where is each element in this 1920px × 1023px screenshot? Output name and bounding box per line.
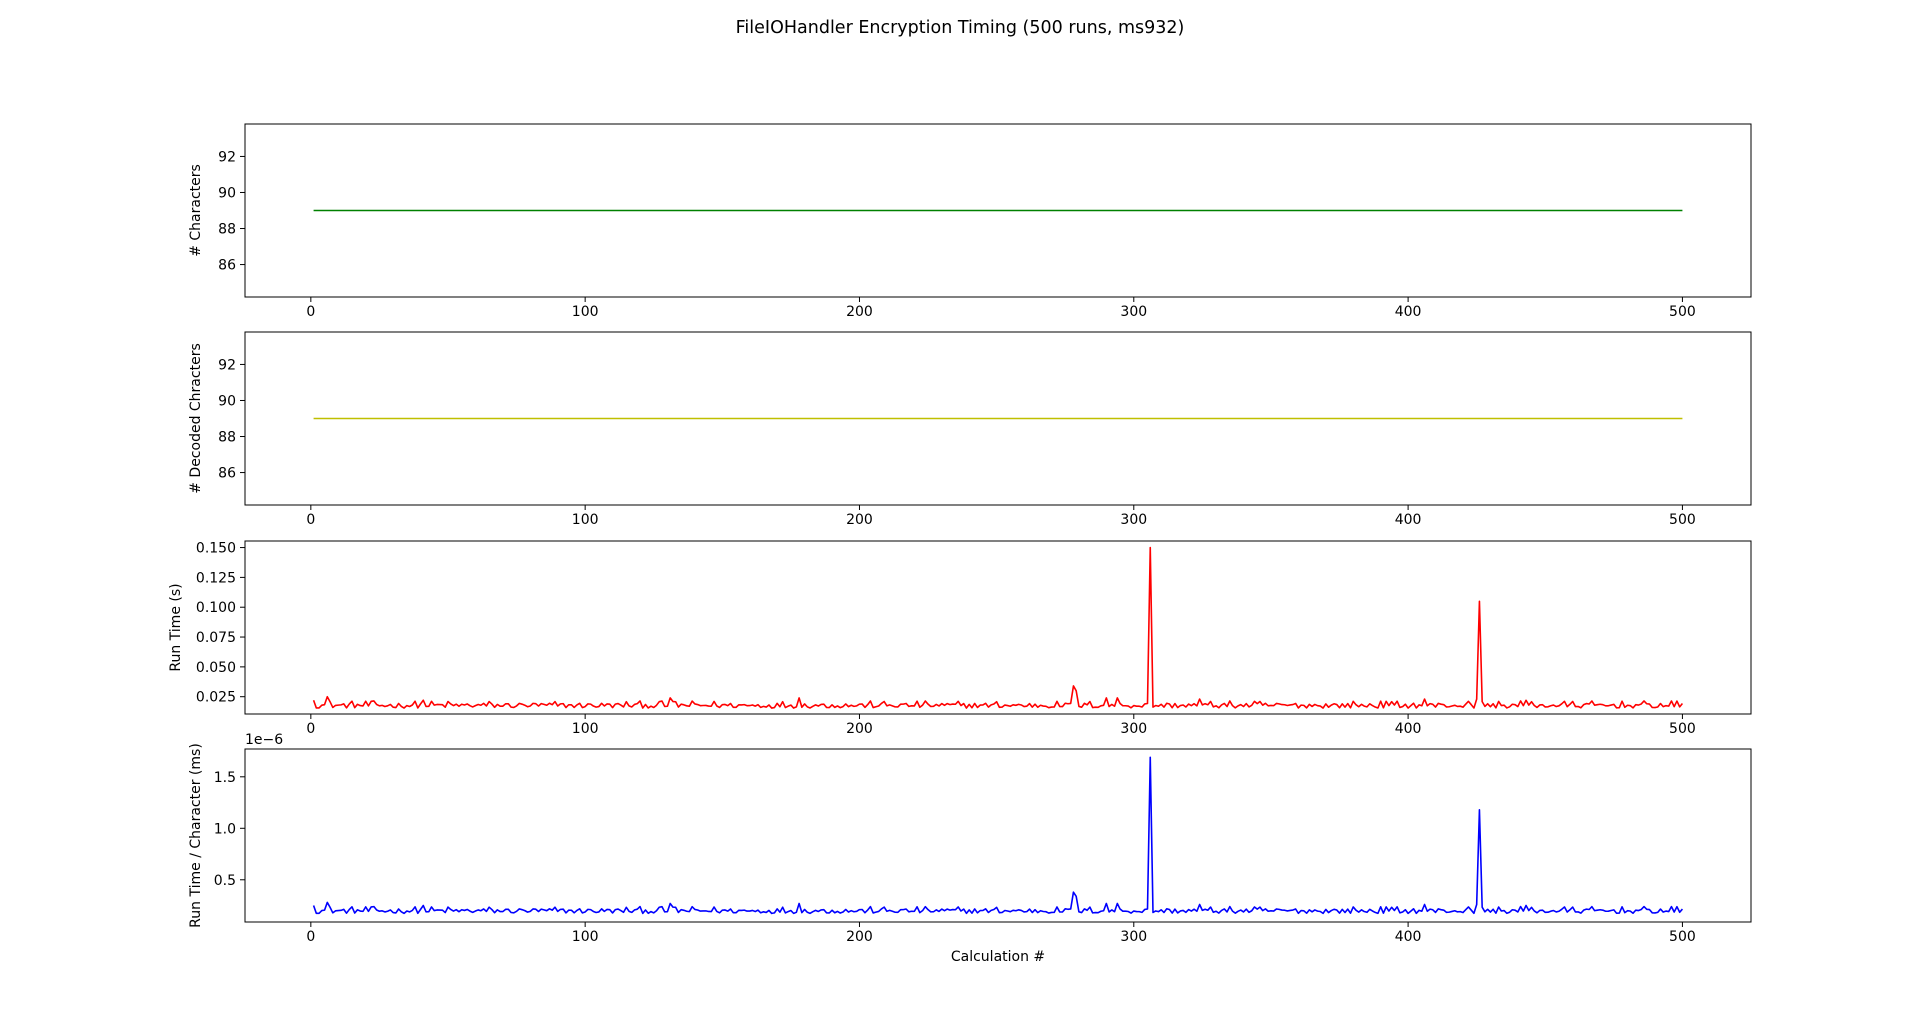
subplot-3-x-tick-label: 400 — [1395, 721, 1422, 737]
figure-title: FileIOHandler Encryption Timing (500 run… — [735, 18, 1185, 38]
subplot-4-offset-text: 1e−6 — [245, 732, 283, 748]
subplot-3-x-tick-label: 0 — [306, 721, 315, 737]
subplot-2-x-tick-label: 0 — [306, 512, 315, 528]
subplot-4-x-axis-label: Calculation # — [951, 949, 1045, 965]
subplot-3-frame — [244, 540, 1752, 715]
subplot-3-y-axis-label: Run Time (s) — [168, 583, 184, 671]
subplot-4-y-axis-label: Run Time / Character (ms) — [188, 743, 204, 928]
subplot-2-y-tick-label: 90 — [218, 393, 236, 409]
subplot-4-x-tick-label: 400 — [1395, 929, 1422, 945]
subplot-1-x-tick-label: 300 — [1120, 304, 1147, 320]
subplot-1-y-tick-label: 92 — [218, 149, 236, 165]
subplot-1-x-tick-label: 400 — [1395, 304, 1422, 320]
subplot-4-x-tick-label: 0 — [306, 929, 315, 945]
subplot-3-y-tick-label: 0.125 — [196, 570, 236, 586]
subplot-2-x-tick-label: 500 — [1669, 512, 1696, 528]
subplot-3-x-tick-label: 100 — [572, 721, 599, 737]
subplot-3-y-tick-label: 0.075 — [196, 630, 236, 646]
subplot-3-y-tick-label: 0.150 — [196, 541, 236, 557]
subplot-1-x-tick-label: 500 — [1669, 304, 1696, 320]
subplot-4-x-tick-label: 200 — [846, 929, 873, 945]
subplot-4-x-tick-label: 100 — [572, 929, 599, 945]
subplot-2-y-tick-label: 86 — [218, 466, 236, 482]
subplot-4-frame — [244, 748, 1752, 923]
subplot-2-y-tick-label: 88 — [218, 430, 236, 446]
subplot-3-y-tick-label: 0.025 — [196, 690, 236, 706]
subplot-4-y-tick-label: 1.5 — [214, 770, 236, 786]
subplot-1-y-tick-label: 90 — [218, 185, 236, 201]
subplot-1-x-tick-label: 0 — [306, 304, 315, 320]
subplot-4-x-tick-label: 500 — [1669, 929, 1696, 945]
subplot-1-y-tick-label: 86 — [218, 258, 236, 274]
subplot-2-x-tick-label: 300 — [1120, 512, 1147, 528]
subplot-4-series-line — [312, 756, 1684, 915]
subplot-2-y-tick-label: 92 — [218, 357, 236, 373]
subplot-1-y-tick-label: 88 — [218, 222, 236, 238]
subplot-2-y-axis-label: # Decoded Chracters — [188, 343, 204, 494]
subplot-3-x-tick-label: 300 — [1120, 721, 1147, 737]
subplot-4-x-tick-label: 300 — [1120, 929, 1147, 945]
subplot-1-y-axis-label: # Characters — [188, 164, 204, 257]
subplot-3-x-tick-label: 500 — [1669, 721, 1696, 737]
subplot-3-series-line — [312, 546, 1684, 709]
subplot-1-x-tick-label: 200 — [846, 304, 873, 320]
subplot-3-y-tick-label: 0.100 — [196, 600, 236, 616]
subplot-2-x-tick-label: 100 — [572, 512, 599, 528]
subplot-3-x-tick-label: 200 — [846, 721, 873, 737]
subplot-2-x-tick-label: 200 — [846, 512, 873, 528]
subplot-4-y-tick-label: 0.5 — [214, 873, 236, 889]
subplot-2-x-tick-label: 400 — [1395, 512, 1422, 528]
subplot-4-y-tick-label: 1.0 — [214, 821, 236, 837]
subplot-1-x-tick-label: 100 — [572, 304, 599, 320]
subplot-3-y-tick-label: 0.050 — [196, 660, 236, 676]
